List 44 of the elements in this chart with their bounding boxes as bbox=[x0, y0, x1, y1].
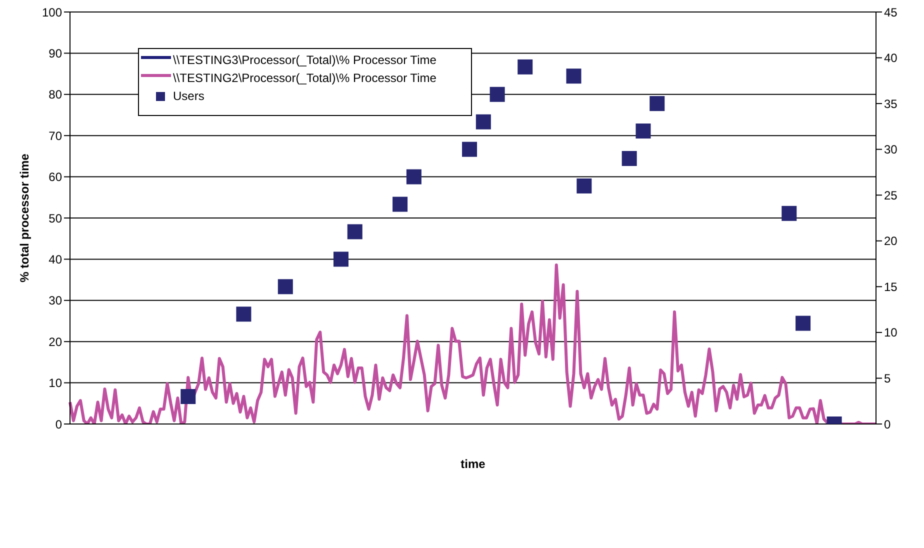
y-tick-label: 40 bbox=[48, 252, 62, 266]
y-tick-label: 90 bbox=[48, 46, 62, 60]
y2-tick-label: 25 bbox=[884, 188, 898, 202]
y-tick-label: 50 bbox=[48, 211, 62, 226]
point bbox=[636, 124, 651, 139]
y-tick-label: 10 bbox=[48, 376, 62, 390]
legend-label: \\TESTING3\Processor(_Total)\% Processor Time bbox=[173, 53, 438, 67]
y2-tick-label: 35 bbox=[884, 96, 898, 111]
x-axis-title: time bbox=[460, 457, 486, 471]
y2-tick-label: 40 bbox=[884, 51, 898, 66]
point bbox=[180, 389, 196, 404]
point bbox=[576, 178, 592, 194]
y-tick-label: 80 bbox=[48, 88, 62, 102]
y2-tick-label: 20 bbox=[884, 234, 898, 248]
y-tick-label: 70 bbox=[48, 128, 62, 143]
point bbox=[347, 224, 362, 240]
y-tick-label: 30 bbox=[48, 294, 62, 308]
y-axis-title: % total processor time bbox=[17, 153, 32, 282]
point bbox=[622, 150, 637, 166]
y2-tick-label: 45 bbox=[884, 5, 898, 20]
y2-tick-label: 5 bbox=[884, 371, 891, 386]
y-tick-label: 60 bbox=[48, 170, 62, 184]
y-tick-label: 20 bbox=[48, 334, 62, 349]
point bbox=[278, 279, 293, 294]
point bbox=[462, 142, 478, 157]
point bbox=[236, 306, 252, 322]
point bbox=[518, 59, 533, 74]
y-tick-label: 100 bbox=[42, 5, 62, 20]
legend-label: \\TESTING2\Processor(_Total)\% Processor Time bbox=[173, 71, 438, 85]
y2-tick-label: 30 bbox=[884, 142, 898, 157]
point bbox=[782, 206, 797, 221]
point bbox=[566, 68, 582, 84]
point bbox=[476, 114, 491, 130]
legend-label: Users bbox=[173, 89, 206, 103]
point bbox=[650, 96, 665, 112]
y2-tick-label: 10 bbox=[884, 326, 898, 340]
point bbox=[796, 316, 811, 331]
point bbox=[490, 86, 505, 102]
y2-tick-label: 0 bbox=[884, 417, 891, 432]
y-tick-label: 0 bbox=[55, 417, 62, 432]
point bbox=[333, 252, 348, 267]
y2-tick-label: 15 bbox=[884, 280, 898, 294]
point bbox=[406, 169, 422, 184]
point bbox=[392, 196, 408, 212]
